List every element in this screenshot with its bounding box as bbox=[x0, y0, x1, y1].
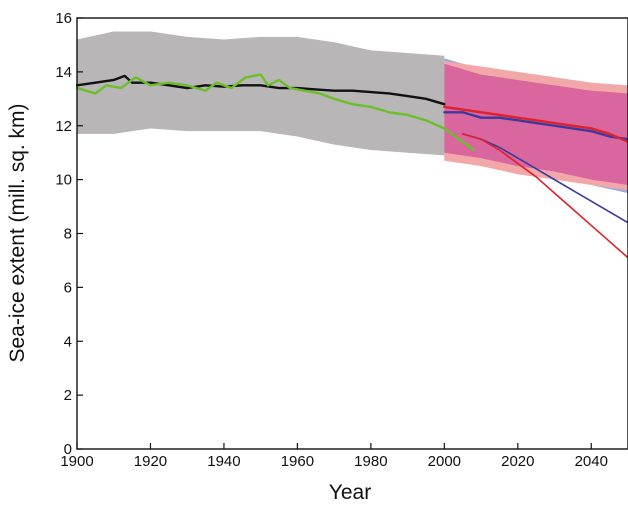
series-line-4 bbox=[443, 105, 628, 144]
y-tick-label: 10 bbox=[55, 172, 72, 189]
y-tick-label: 2 bbox=[64, 387, 72, 404]
x-tick-label: 2000 bbox=[428, 453, 461, 470]
series-line-5 bbox=[461, 133, 628, 224]
axis-ticks: 1900 1920 1940 1960 1980 2000 2020 2040 0 2 4 6 8 10 1… bbox=[55, 10, 608, 470]
uncertainty-band-1 bbox=[77, 31, 445, 156]
series-line-1 bbox=[75, 74, 446, 106]
x-tick-label: 2040 bbox=[575, 453, 608, 470]
data-series bbox=[75, 73, 628, 259]
series-line-6 bbox=[461, 133, 628, 259]
x-tick-label: 1940 bbox=[207, 453, 240, 470]
uncertainty-bands bbox=[77, 31, 628, 194]
x-tick-label: 1900 bbox=[60, 453, 93, 470]
x-tick-label: 2020 bbox=[501, 453, 534, 470]
x-tick-label: 1980 bbox=[354, 453, 387, 470]
y-tick-label: 8 bbox=[64, 226, 72, 243]
y-tick-label: 4 bbox=[64, 333, 72, 350]
y-axis-title: Sea-ice extent (mill. sq. km) bbox=[6, 103, 29, 362]
y-tick-label: 16 bbox=[55, 10, 72, 27]
x-axis-title: Year bbox=[329, 481, 371, 504]
series-line-2 bbox=[75, 73, 475, 152]
y-tick-label: 6 bbox=[64, 279, 72, 296]
series-line-3 bbox=[443, 111, 628, 141]
y-tick-label: 14 bbox=[55, 64, 72, 81]
y-tick-label: 0 bbox=[64, 441, 72, 458]
uncertainty-band-4 bbox=[444, 63, 628, 186]
x-tick-label: 1960 bbox=[281, 453, 314, 470]
x-tick-label: 1920 bbox=[134, 453, 167, 470]
y-tick-label: 12 bbox=[55, 118, 72, 135]
